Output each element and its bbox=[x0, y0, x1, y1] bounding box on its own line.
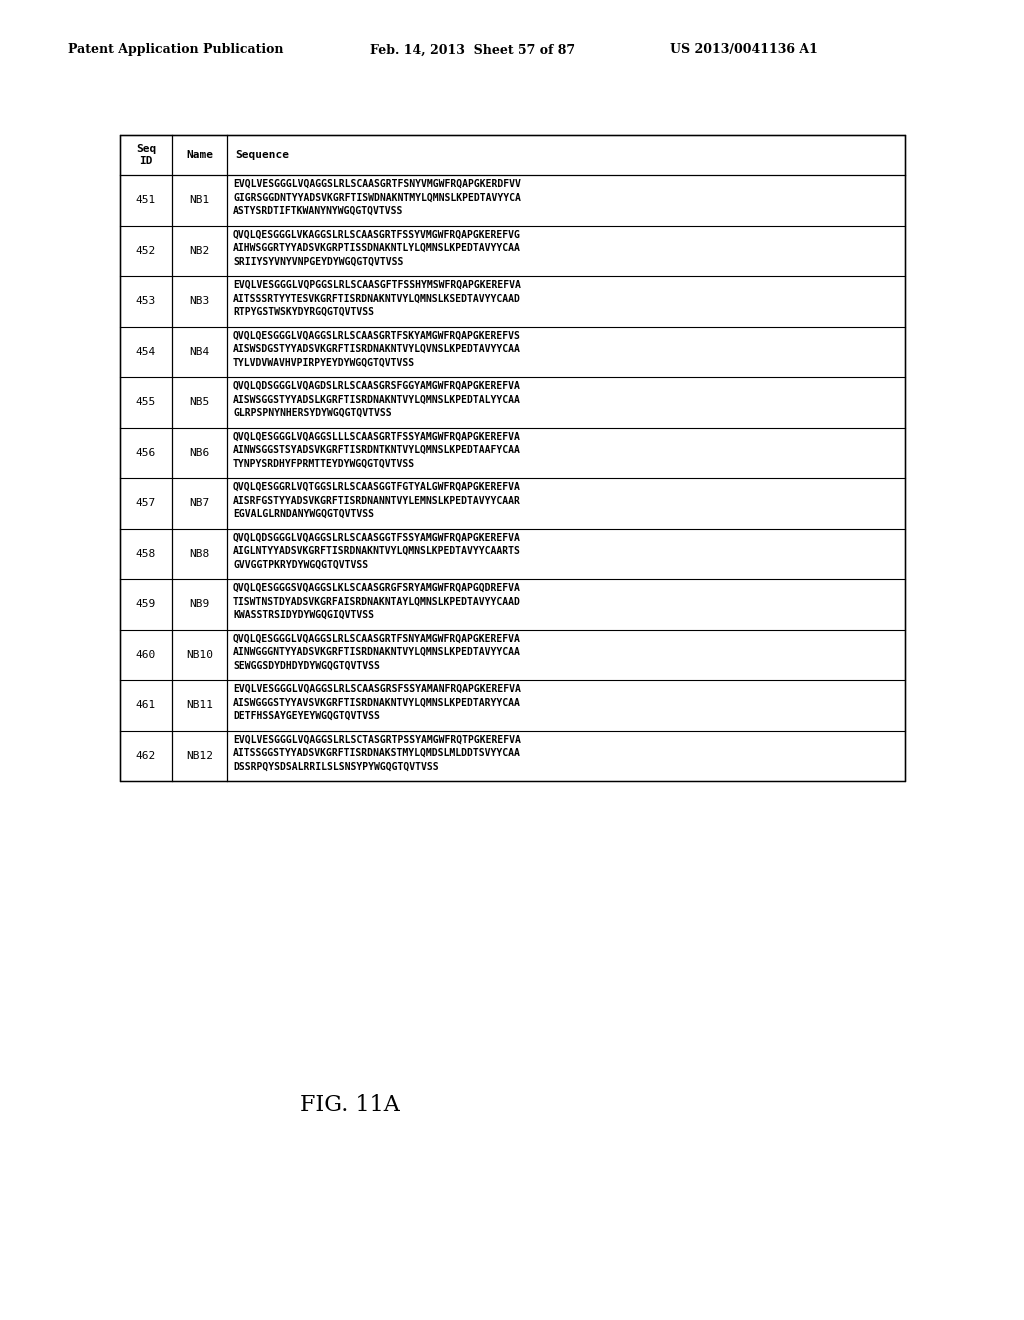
Text: 451: 451 bbox=[136, 195, 156, 205]
Text: EVQLVESGGGLVQPGGSLRLSCAASGFTFSSHYMSWFRQAPGKEREFVA: EVQLVESGGGLVQPGGSLRLSCAASGFTFSSHYMSWFRQA… bbox=[233, 280, 521, 290]
Text: 456: 456 bbox=[136, 447, 156, 458]
Text: QVQLQESGGRLVQTGGSLRLSCAASGGTFGTYALGWFRQAPGKEREFVA: QVQLQESGGRLVQTGGSLRLSCAASGGTFGTYALGWFRQA… bbox=[233, 482, 521, 492]
Text: NB2: NB2 bbox=[189, 246, 210, 256]
Text: US 2013/0041136 A1: US 2013/0041136 A1 bbox=[670, 44, 818, 57]
Text: EVQLVESGGGLVQAGGSLRLSCAASGRTFSNYVMGWFRQAPGKERDFVV: EVQLVESGGGLVQAGGSLRLSCAASGRTFSNYVMGWFRQA… bbox=[233, 180, 521, 189]
Text: AISWGGGSTYYAVSVKGRFTISRDNAKNTVYLQMNSLKPEDTARYYCAA: AISWGGGSTYYAVSVKGRFTISRDNAKNTVYLQMNSLKPE… bbox=[233, 697, 521, 708]
Text: EGVALGLRNDANYWGQGTQVTVSS: EGVALGLRNDANYWGQGTQVTVSS bbox=[233, 510, 374, 519]
Text: TYLVDVWAVHVPIRPYEYDYWGQGTQVTVSS: TYLVDVWAVHVPIRPYEYDYWGQGTQVTVSS bbox=[233, 358, 415, 367]
Text: 454: 454 bbox=[136, 347, 156, 356]
Text: NB3: NB3 bbox=[189, 296, 210, 306]
Text: Patent Application Publication: Patent Application Publication bbox=[68, 44, 284, 57]
Text: Feb. 14, 2013  Sheet 57 of 87: Feb. 14, 2013 Sheet 57 of 87 bbox=[370, 44, 575, 57]
Text: AITSSGGSTYYADSVKGRFTISRDNAKSTMYLQMDSLMLDDTSVYYCAA: AITSSGGSTYYADSVKGRFTISRDNAKSTMYLQMDSLMLD… bbox=[233, 748, 521, 758]
Text: 452: 452 bbox=[136, 246, 156, 256]
Text: DETFHSSAYGEYEYWGQGTQVTVSS: DETFHSSAYGEYEYWGQGTQVTVSS bbox=[233, 711, 380, 721]
Text: 460: 460 bbox=[136, 649, 156, 660]
Text: AISWSGGSTYYADSLKGRFTISRDNAKNTVYLQMNSLKPEDTALYYCAA: AISWSGGSTYYADSLKGRFTISRDNAKNTVYLQMNSLKPE… bbox=[233, 395, 521, 404]
Text: QVQLQDSGGGLVQAGDSLRLSCAASGRSFGGYAMGWFRQAPGKEREFVA: QVQLQDSGGGLVQAGDSLRLSCAASGRSFGGYAMGWFRQA… bbox=[233, 381, 521, 391]
Text: KWASSTRSIDYDYWGQGIQVTVSS: KWASSTRSIDYDYWGQGIQVTVSS bbox=[233, 610, 374, 620]
Text: NB5: NB5 bbox=[189, 397, 210, 408]
Text: QVQLQESGGGLVKAGGSLRLSCAASGRTFSSYVMGWFRQAPGKEREFVG: QVQLQESGGGLVKAGGSLRLSCAASGRTFSSYVMGWFRQA… bbox=[233, 230, 521, 239]
Text: AINWSGGSTSYADSVKGRFTISRDNTKNTVYLQMNSLKPEDTAAFYCAA: AINWSGGSTSYADSVKGRFTISRDNTKNTVYLQMNSLKPE… bbox=[233, 445, 521, 455]
Text: QVQLQDSGGGLVQAGGSLRLSCAASGGTFSSYAMGWFRQAPGKEREFVA: QVQLQDSGGGLVQAGGSLRLSCAASGGTFSSYAMGWFRQA… bbox=[233, 532, 521, 543]
Text: QVQLQESGGGLVQAGGSLRLSCAASGRTFSNYAMGWFRQAPGKEREFVA: QVQLQESGGGLVQAGGSLRLSCAASGRTFSNYAMGWFRQA… bbox=[233, 634, 521, 644]
Text: GIGRSGGDNTYYADSVKGRFTISWDNAKNTMYLQMNSLKPEDTAVYYCA: GIGRSGGDNTYYADSVKGRFTISWDNAKNTMYLQMNSLKP… bbox=[233, 193, 521, 202]
Text: NB8: NB8 bbox=[189, 549, 210, 558]
Text: AISRFGSTYYADSVKGRFTISRDNANNTVYLEMNSLKPEDTAVYYCAAR: AISRFGSTYYADSVKGRFTISRDNANNTVYLEMNSLKPED… bbox=[233, 495, 521, 506]
Text: NB7: NB7 bbox=[189, 498, 210, 508]
Text: AIGLNTYYADSVKGRFTISRDNAKNTVYLQMNSLKPEDTAVYYCAARTS: AIGLNTYYADSVKGRFTISRDNAKNTVYLQMNSLKPEDTA… bbox=[233, 546, 521, 556]
Text: ASTYSRDTIFTKWANYNYWGQGTQVTVSS: ASTYSRDTIFTKWANYNYWGQGTQVTVSS bbox=[233, 206, 403, 216]
Text: GLRPSPNYNHERSYDYWGQGTQVTVSS: GLRPSPNYNHERSYDYWGQGTQVTVSS bbox=[233, 408, 391, 418]
Text: 458: 458 bbox=[136, 549, 156, 558]
Text: QVQLQESGGGLVQAGGSLLLSCAASGRTFSSYAMGWFRQAPGKEREFVA: QVQLQESGGGLVQAGGSLLLSCAASGRTFSSYAMGWFRQA… bbox=[233, 432, 521, 441]
Text: 453: 453 bbox=[136, 296, 156, 306]
Text: AISWSDGSTYYADSVKGRFTISRDNAKNTVYLQVNSLKPEDTAVYYCAA: AISWSDGSTYYADSVKGRFTISRDNAKNTVYLQVNSLKPE… bbox=[233, 345, 521, 354]
Text: TYNPYSRDHYFPRMTTEYDYWGQGTQVTVSS: TYNPYSRDHYFPRMTTEYDYWGQGTQVTVSS bbox=[233, 458, 415, 469]
Text: EVQLVESGGGLVQAGGSLRLSCAASGRSFSSYAMANFRQAPGKEREFVA: EVQLVESGGGLVQAGGSLRLSCAASGRSFSSYAMANFRQA… bbox=[233, 684, 521, 694]
Text: NB12: NB12 bbox=[186, 751, 213, 760]
Text: 459: 459 bbox=[136, 599, 156, 610]
Text: TISWTNSTDYADSVKGRFAISRDNAKNTAYLQMNSLKPEDTAVYYCAAD: TISWTNSTDYADSVKGRFAISRDNAKNTAYLQMNSLKPED… bbox=[233, 597, 521, 606]
Text: DSSRPQYSDSALRRILSLSNSYPYWGQGTQVTVSS: DSSRPQYSDSALRRILSLSNSYPYWGQGTQVTVSS bbox=[233, 762, 438, 771]
Text: Name: Name bbox=[186, 150, 213, 160]
Text: QVQLQESGGGLVQAGGSLRLSCAASGRTFSKYAMGWFRQAPGKEREFVS: QVQLQESGGGLVQAGGSLRLSCAASGRTFSKYAMGWFRQA… bbox=[233, 330, 521, 341]
Text: RTPYGSTWSKYDYRGQGTQVTVSS: RTPYGSTWSKYDYRGQGTQVTVSS bbox=[233, 308, 374, 317]
Text: QVQLQESGGGSVQAGGSLKLSCAASGRGFSRYAMGWFRQAPGQDREFVA: QVQLQESGGGSVQAGGSLKLSCAASGRGFSRYAMGWFRQA… bbox=[233, 583, 521, 593]
Text: AIHWSGGRTYYADSVKGRPTISSDNAKNTLYLQMNSLKPEDTAVYYCAA: AIHWSGGRTYYADSVKGRPTISSDNAKNTLYLQMNSLKPE… bbox=[233, 243, 521, 253]
Text: FIG. 11A: FIG. 11A bbox=[300, 1094, 400, 1115]
Text: AITSSSRTYYTESVKGRFTISRDNAKNTVYLQMNSLKSEDTAVYYCAAD: AITSSSRTYYTESVKGRFTISRDNAKNTVYLQMNSLKSED… bbox=[233, 293, 521, 304]
Text: 457: 457 bbox=[136, 498, 156, 508]
Text: NB9: NB9 bbox=[189, 599, 210, 610]
Text: EVQLVESGGGLVQAGGSLRLSCTASGRTPSSYAMGWFRQTPGKEREFVA: EVQLVESGGGLVQAGGSLRLSCTASGRTPSSYAMGWFRQT… bbox=[233, 734, 521, 744]
Text: NB6: NB6 bbox=[189, 447, 210, 458]
Text: NB1: NB1 bbox=[189, 195, 210, 205]
Text: SEWGGSDYDHDYDYWGQGTQVTVSS: SEWGGSDYDHDYDYWGQGTQVTVSS bbox=[233, 660, 380, 671]
Text: Seq
ID: Seq ID bbox=[136, 144, 156, 166]
Text: Sequence: Sequence bbox=[234, 150, 289, 160]
Text: NB4: NB4 bbox=[189, 347, 210, 356]
Text: 462: 462 bbox=[136, 751, 156, 760]
Bar bbox=[120, 135, 905, 781]
Text: 455: 455 bbox=[136, 397, 156, 408]
Text: GVVGGTPKRYDYWGQGTQVTVSS: GVVGGTPKRYDYWGQGTQVTVSS bbox=[233, 560, 368, 569]
Text: 461: 461 bbox=[136, 700, 156, 710]
Text: NB11: NB11 bbox=[186, 700, 213, 710]
Text: SRIIYSYVNYVNPGEYDYWGQGTQVTVSS: SRIIYSYVNYVNPGEYDYWGQGTQVTVSS bbox=[233, 256, 403, 267]
Text: AINWGGGNTYYADSVKGRFTISRDNAKNTVYLQMNSLKPEDTAVYYCAA: AINWGGGNTYYADSVKGRFTISRDNAKNTVYLQMNSLKPE… bbox=[233, 647, 521, 657]
Text: NB10: NB10 bbox=[186, 649, 213, 660]
